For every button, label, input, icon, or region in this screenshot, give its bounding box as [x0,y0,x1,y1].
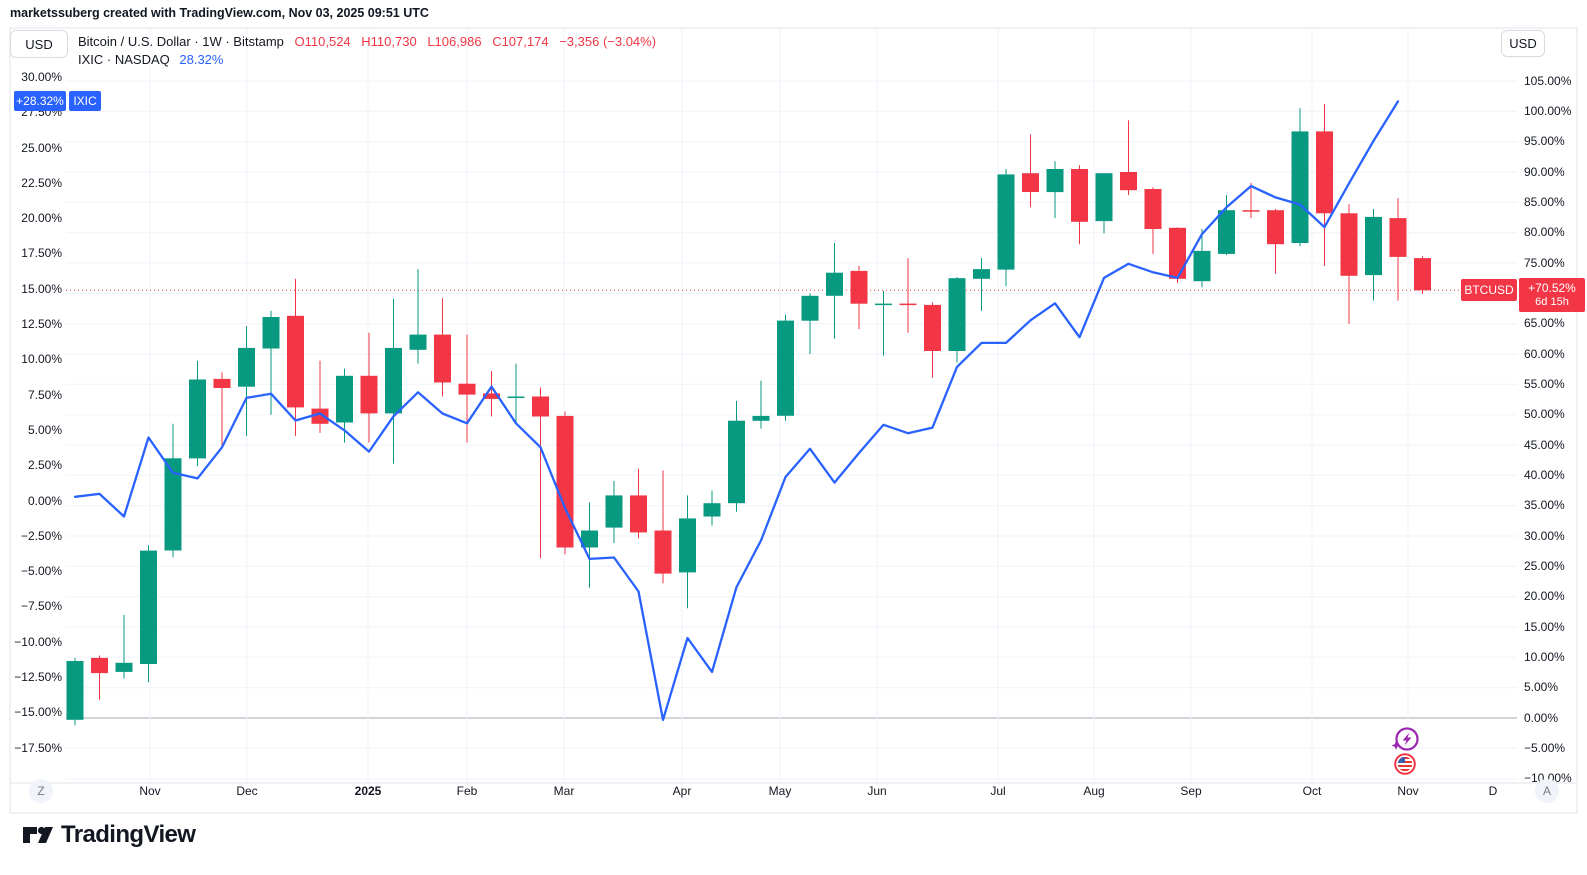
lightning-boost-icon[interactable] [1391,725,1423,755]
right-axis-tick: 40.00% [1524,467,1565,482]
right-axis-tick: 85.00% [1524,194,1565,209]
time-axis-tick: Nov [139,784,161,798]
time-axis-tick: 2025 [354,784,382,798]
time-axis-tick: Sep [1180,784,1202,798]
left-axis-tick: 10.00% [21,352,62,367]
us-flag-icon[interactable] [1394,753,1416,775]
tradingview-logo[interactable]: TradingView [22,820,196,850]
time-axis-tick: Jul [990,784,1006,798]
left-axis-tick: 30.00% [21,69,62,84]
ohlc-close: C107,174 [492,34,549,49]
left-axis-tick: 15.00% [21,281,62,296]
compare-change-value: 28.32% [179,52,224,67]
btcusd-price-badge: +70.52% 6d 15h [1519,278,1585,313]
zoom-out-button[interactable]: Z [29,779,53,803]
right-axis-tick: 35.00% [1524,498,1565,513]
legend-compare-row: IXIC · NASDAQ 28.32% [78,51,656,68]
left-axis-tick: 20.00% [21,211,62,226]
time-axis-tick: Jun [867,784,887,798]
right-axis-tick: 55.00% [1524,376,1565,391]
left-axis-tick: 0.00% [27,493,62,508]
right-axis-tick: 15.00% [1524,619,1565,634]
ohlc-open: O110,524 [294,34,351,49]
left-axis-tick: 7.50% [27,387,62,402]
left-axis-tick: 17.50% [21,246,62,261]
time-axis-tick: Nov [1397,784,1419,798]
left-axis-tick: 22.50% [21,175,62,190]
time-axis-tick: Mar [553,784,575,798]
ixic-symbol-badge: IXIC [69,91,101,112]
right-axis-tick: 90.00% [1524,164,1565,179]
right-axis-tick: 75.00% [1524,255,1565,270]
auto-scale-button[interactable]: A [1535,779,1559,803]
attribution-text: marketssuberg created with TradingView.c… [10,6,429,20]
left-axis-tick: −7.50% [20,599,62,614]
btcusd-price-value: +70.52% [1528,281,1576,296]
left-axis-tick: 12.50% [21,317,62,331]
right-axis-tick: 95.00% [1524,134,1565,149]
symbol-title[interactable]: Bitcoin / U.S. Dollar · 1W · Bitstamp [78,34,284,49]
right-axis-tick: 5.00% [1524,680,1559,695]
right-axis-tick: 20.00% [1524,589,1565,604]
right-axis-tick: 50.00% [1524,407,1565,422]
ohlc-low: L106,986 [427,34,482,49]
legend-symbol-row: Bitcoin / U.S. Dollar · 1W · Bitstamp O1… [78,33,656,50]
btcusd-countdown: 6d 15h [1535,296,1569,309]
right-axis-tick: 105.00% [1524,73,1572,88]
left-currency-button[interactable]: USD [10,30,68,58]
right-axis-tick: 80.00% [1524,225,1565,240]
tradingview-logo-mark [23,826,53,843]
right-axis-tick: 0.00% [1524,710,1559,725]
right-axis-tick: 10.00% [1524,649,1565,664]
compare-symbol-title[interactable]: IXIC · NASDAQ [78,52,170,67]
left-axis-tick: −12.50% [14,670,62,684]
right-axis-tick: 45.00% [1524,437,1565,452]
right-axis-tick: 25.00% [1524,558,1565,573]
next-period-label: D [1488,784,1498,798]
left-axis-tick: 2.50% [27,458,62,473]
left-axis-tick: −10.00% [14,634,62,649]
time-axis-tick: Apr [672,784,692,798]
time-axis-tick: May [768,784,792,798]
right-axis-tick: 100.00% [1524,103,1572,118]
right-currency-button[interactable]: USD [1501,30,1545,57]
legend: Bitcoin / U.S. Dollar · 1W · Bitstamp O1… [78,33,656,68]
ohlc-high: H110,730 [361,34,417,49]
time-axis-tick: Oct [1302,784,1322,798]
right-axis-tick: 60.00% [1524,346,1565,361]
left-axis-tick: −15.00% [14,705,62,720]
time-axis-tick: Dec [236,784,258,798]
right-axis-tick: −10.00% [1524,771,1572,786]
btcusd-symbol-badge: BTCUSD [1461,279,1517,302]
left-axis-tick: −5.00% [20,564,62,579]
right-axis-tick: −5.00% [1524,740,1566,755]
time-axis-tick: Aug [1083,784,1105,798]
ixic-change-badge: +28.32% [14,91,66,112]
left-axis-tick: 25.00% [21,140,62,155]
right-axis-tick: 30.00% [1524,528,1565,543]
right-axis-tick: 65.00% [1524,316,1565,331]
left-axis-tick: −2.50% [20,528,62,543]
left-axis-tick: −17.50% [14,740,62,755]
ohlc-change: −3,356 (−3.04%) [559,34,657,49]
tradingview-logo-text: TradingView [61,821,196,848]
time-axis-tick: Feb [456,784,478,798]
left-axis-tick: 5.00% [27,422,62,437]
